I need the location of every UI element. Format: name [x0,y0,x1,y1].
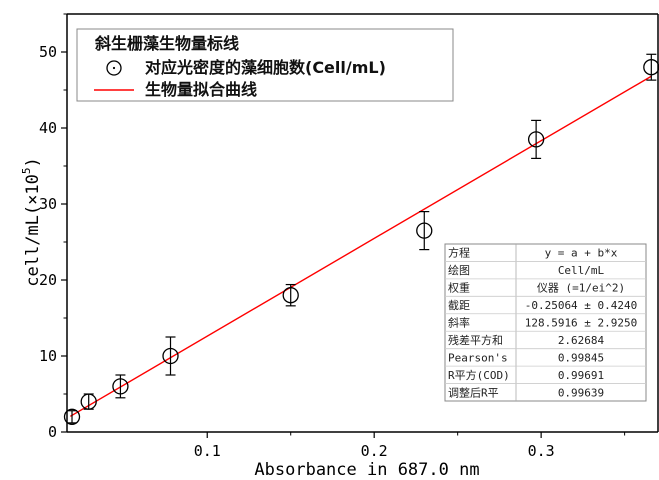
y-axis-title-sup: 5 [20,168,33,175]
stats-row-label: 截距 [448,298,470,312]
y-tick-label: 0 [48,423,57,441]
legend-line-label: 生物量拟合曲线 [145,80,257,99]
stats-row-label: R平方(COD) [448,368,510,382]
x-tick-label: 0.1 [194,442,221,460]
stats-row-value: 0.99691 [558,369,604,382]
stats-row-value: 仪器 (=1/ei^2) [537,282,625,295]
y-tick-label: 50 [39,43,57,61]
data-points-layer [63,53,659,425]
stats-row-value: 2.62684 [558,334,605,347]
stats-row-value: Cell/mL [558,264,605,277]
legend-box [76,28,454,102]
stats-row-label: 残差平方和 [448,333,503,347]
x-tick-label: 0.3 [528,442,555,460]
data-point [63,408,81,425]
stats-row-value: y = a + b*x [545,247,618,260]
stats-row-label: 权重 [448,281,470,295]
statistics-table: 方程 y = a + b*x 绘图 Cell/mL 权重 仪器 (=1/ei^2) 截距 -0… [444,243,647,402]
x-tick-label: 0.2 [361,442,388,460]
legend-scatter-marker [106,60,122,76]
y-tick-label: 10 [39,347,57,365]
y-tick-label: 20 [39,271,57,289]
legend-scatter-label: 对应光密度的藻细胞数(Cell/mL) [145,58,386,77]
legend-title: 斜生栅藻生物量标线 [94,34,239,53]
stats-row-label: Pearson's [448,351,508,364]
fit-line [69,75,652,417]
fit-line-layer [69,75,652,417]
data-point [80,393,97,410]
stats-table-border [444,243,647,402]
y-axis-title-close: ) [23,157,43,167]
stats-row-value: 128.5916 ± 2.9250 [525,317,638,330]
stats-row-value: 0.99639 [558,386,604,399]
data-point [112,378,129,395]
y-axis-title: cell/mL(×105) [20,157,43,286]
stats-row-value: 0.99845 [558,351,604,364]
stats-row-label: 绘图 [448,263,470,277]
legend-scatter-marker-dot [112,66,116,70]
stats-row-label: 方程 [448,246,470,260]
data-point [162,347,179,365]
y-tick-label: 30 [39,195,57,213]
stats-row-value: -0.25064 ± 0.4240 [525,299,638,312]
y-tick-label: 40 [39,119,57,137]
legend: 斜生栅藻生物量标线 对应光密度的藻细胞数(Cell/mL) 生物量拟合曲线 [76,28,454,102]
ticks-layer: 0.1 0.2 0.3 0 10 20 30 40 50 [39,13,626,460]
data-point [527,131,545,148]
stats-row-label: 斜率 [448,316,470,330]
x-axis-title: Absorbance in 687.0 nm [254,460,479,480]
stats-row-label: 调整后R平 [448,385,499,399]
data-point [416,222,433,239]
y-axis-title-main: cell/mL(×10 [23,174,43,287]
data-point [282,287,299,304]
